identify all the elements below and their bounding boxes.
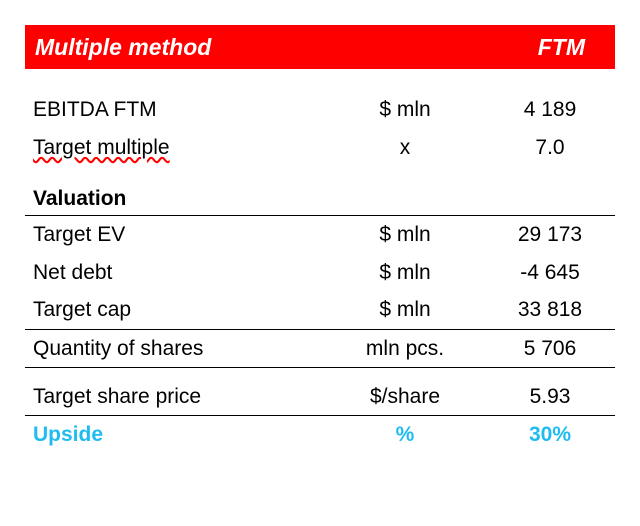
header-row: Multiple method FTM [25, 25, 615, 69]
row-target-price: Target share price $/share 5.93 [25, 367, 615, 415]
multiple-label: Target multiple [25, 129, 325, 166]
header-left: Multiple method [25, 25, 325, 69]
price-label: Target share price [25, 367, 325, 415]
target-ev-value: 29 173 [485, 216, 615, 254]
price-value: 5.93 [485, 367, 615, 415]
row-net-debt: Net debt $ mln -4 645 [25, 254, 615, 291]
shares-label: Quantity of shares [25, 329, 325, 367]
row-target-ev: Target EV $ mln 29 173 [25, 216, 615, 254]
multiple-unit: x [325, 129, 485, 166]
valuation-section-header: Valuation [25, 166, 615, 216]
target-cap-unit: $ mln [325, 291, 485, 329]
row-shares: Quantity of shares mln pcs. 5 706 [25, 329, 615, 367]
target-ev-unit: $ mln [325, 216, 485, 254]
valuation-title: Valuation [25, 166, 325, 216]
ebitda-unit: $ mln [325, 91, 485, 128]
row-target-cap: Target cap $ mln 33 818 [25, 291, 615, 329]
header-right: FTM [485, 25, 615, 69]
net-debt-unit: $ mln [325, 254, 485, 291]
ebitda-value: 4 189 [485, 91, 615, 128]
target-cap-value: 33 818 [485, 291, 615, 329]
price-unit: $/share [325, 367, 485, 415]
target-ev-label: Target EV [25, 216, 325, 254]
row-ebitda: EBITDA FTM $ mln 4 189 [25, 91, 615, 128]
shares-unit: mln pcs. [325, 329, 485, 367]
ebitda-label: EBITDA FTM [25, 91, 325, 128]
upside-value: 30% [485, 416, 615, 454]
upside-label: Upside [25, 416, 325, 454]
row-multiple: Target multiple x 7.0 [25, 129, 615, 166]
shares-value: 5 706 [485, 329, 615, 367]
net-debt-label: Net debt [25, 254, 325, 291]
upside-unit: % [325, 416, 485, 454]
multiple-value: 7.0 [485, 129, 615, 166]
row-upside: Upside % 30% [25, 416, 615, 454]
target-cap-label: Target cap [25, 291, 325, 329]
net-debt-value: -4 645 [485, 254, 615, 291]
valuation-table: Multiple method FTM EBITDA FTM $ mln 4 1… [25, 25, 615, 454]
